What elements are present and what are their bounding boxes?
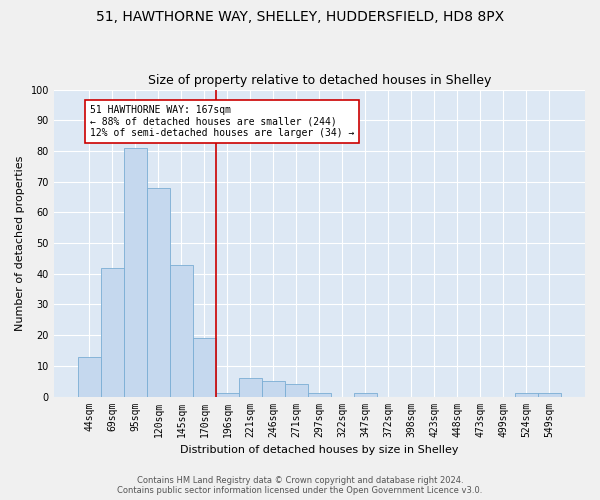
Text: 51, HAWTHORNE WAY, SHELLEY, HUDDERSFIELD, HD8 8PX: 51, HAWTHORNE WAY, SHELLEY, HUDDERSFIELD…: [96, 10, 504, 24]
Bar: [308, 394, 331, 396]
Bar: [193, 338, 216, 396]
Bar: [170, 264, 193, 396]
Bar: [239, 378, 262, 396]
Bar: [216, 394, 239, 396]
Text: 51 HAWTHORNE WAY: 167sqm
← 88% of detached houses are smaller (244)
12% of semi-: 51 HAWTHORNE WAY: 167sqm ← 88% of detach…: [90, 105, 354, 138]
Bar: [101, 268, 124, 396]
Bar: [147, 188, 170, 396]
Bar: [78, 356, 101, 397]
X-axis label: Distribution of detached houses by size in Shelley: Distribution of detached houses by size …: [180, 445, 458, 455]
Bar: [262, 381, 285, 396]
Y-axis label: Number of detached properties: Number of detached properties: [15, 156, 25, 330]
Bar: [515, 394, 538, 396]
Title: Size of property relative to detached houses in Shelley: Size of property relative to detached ho…: [148, 74, 491, 87]
Bar: [354, 394, 377, 396]
Text: Contains HM Land Registry data © Crown copyright and database right 2024.
Contai: Contains HM Land Registry data © Crown c…: [118, 476, 482, 495]
Bar: [538, 394, 561, 396]
Bar: [124, 148, 147, 396]
Bar: [285, 384, 308, 396]
